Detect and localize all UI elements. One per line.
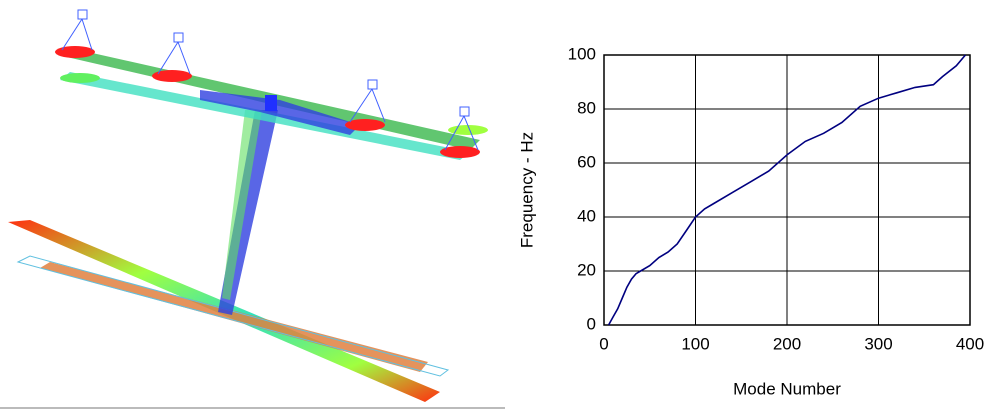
x-tick-label: 400 — [956, 334, 984, 353]
x-axis-label: Mode Number — [733, 379, 841, 398]
y-tick-label: 0 — [587, 314, 596, 333]
x-tick-label: 300 — [864, 334, 892, 353]
y-tick-label: 60 — [577, 152, 596, 171]
y-tick-label: 40 — [577, 206, 596, 225]
x-tick-label: 200 — [773, 334, 801, 353]
chart: Mode Number Frequency - Hz 0 20 40 60 80 100 0… — [517, 44, 984, 398]
data-line — [607, 54, 967, 326]
x-tick-label: 0 — [599, 334, 608, 353]
y-tick-label: 80 — [577, 98, 596, 117]
structure-image — [0, 9, 505, 409]
y-axis-label: Frequency - Hz — [517, 132, 536, 248]
x-tick-label: 100 — [681, 334, 709, 353]
y-tick-label: 100 — [568, 44, 596, 63]
y-tick-label: 20 — [577, 260, 596, 279]
